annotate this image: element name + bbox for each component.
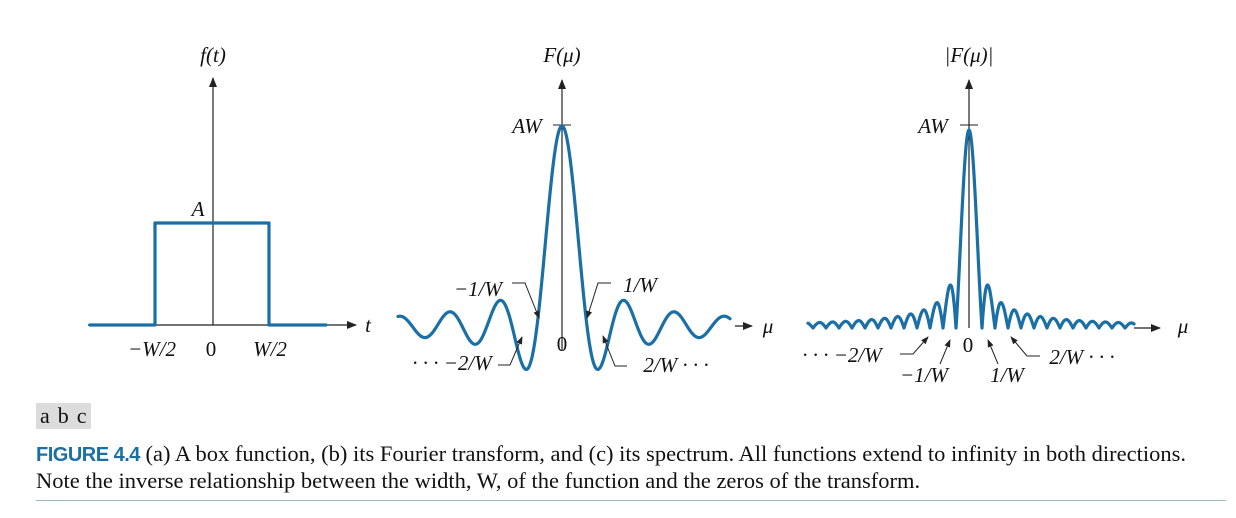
panel-b-function-label: F(μ) (542, 43, 580, 67)
figure-caption: FIGURE 4.4 (a) A box function, (b) its F… (36, 441, 1226, 493)
panel-c-label-neg1: −1/W (900, 363, 951, 387)
panel-c-zero-label: 0 (963, 333, 974, 357)
panel-b-pointer-neg1 (512, 282, 540, 319)
panel-c-label-pos2: 2/W · · · (1049, 345, 1114, 369)
panel-b-fourier-transform: F(μ) AW μ 0 −1/W 1/W · · · −2/W 2/W · · … (396, 43, 774, 377)
panel-b-label-neg1: −1/W (454, 277, 505, 301)
figure-canvas: f(t) A t −W/2 0 W/2 F(μ) AW μ 0 −1/W 1/W… (88, 43, 1188, 387)
panel-a-tick-zero: 0 (206, 337, 217, 361)
panel-tag-b: b (57, 403, 69, 428)
panel-tag-a: a (40, 403, 50, 428)
panel-b-pointer-pos2 (602, 335, 627, 367)
panel-c-label-pos1: 1/W (990, 363, 1026, 387)
panel-b-label-neg2: · · · −2/W (412, 351, 494, 375)
panel-c-pointer-neg1 (939, 339, 951, 365)
caption-text: (a) A box function, (b) its Fourier tran… (36, 441, 1186, 493)
fourier-transform-curve (396, 124, 732, 371)
panel-b-pointer-neg2 (498, 336, 523, 366)
panel-b-label-pos2: 2/W · · · (643, 353, 708, 377)
panel-c-peak-label: AW (916, 114, 950, 138)
panel-a-tick-left: −W/2 (128, 337, 176, 361)
panel-b-peak-label: AW (510, 114, 544, 138)
panel-c-axis-label: μ (1177, 314, 1189, 338)
panel-c-pointer-pos2 (1010, 336, 1040, 357)
panel-tag-c: c (76, 403, 87, 428)
panel-b-zero-label: 0 (557, 332, 568, 356)
panel-a-function-label: f(t) (200, 43, 226, 67)
caption-rule (36, 500, 1226, 501)
panel-a-amplitude-label: A (190, 197, 205, 221)
panel-c-spectrum: |F(μ)| AW μ 0 −1/W 1/W · · · −2/W 2/W · … (802, 43, 1188, 387)
panel-b-axis-label: μ (762, 314, 774, 338)
panel-b-label-pos1: 1/W (623, 273, 659, 297)
caption-figure-label: FIGURE 4.4 (36, 444, 140, 466)
panel-c-pointer-pos1 (987, 339, 999, 365)
panel-a-box-function: f(t) A t −W/2 0 W/2 (88, 43, 372, 361)
panel-a-axis-label: t (365, 313, 372, 337)
panel-c-label-neg2: · · · −2/W (802, 343, 884, 367)
panel-a-tick-right: W/2 (253, 337, 287, 361)
panel-b-pointer-pos1 (586, 282, 611, 319)
panel-c-function-label: |F(μ)| (945, 43, 994, 67)
panel-c-pointer-neg2 (900, 336, 929, 355)
spectrum-curve (806, 128, 1136, 330)
panel-tags: a b c (36, 403, 91, 429)
box-function-curve (88, 221, 328, 327)
